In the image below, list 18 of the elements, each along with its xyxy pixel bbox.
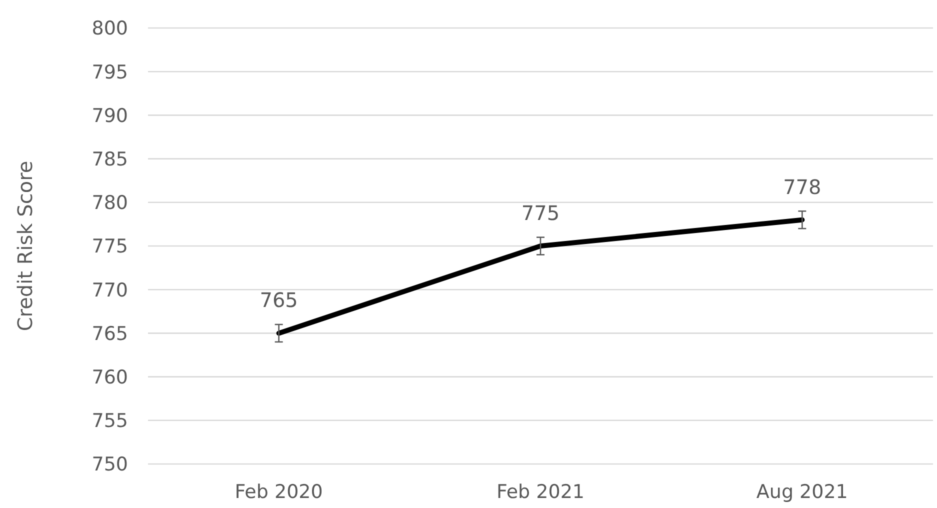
x-tick-label: Feb 2020 <box>234 481 323 503</box>
y-tick-label: 760 <box>92 366 128 388</box>
y-tick-label: 750 <box>92 454 128 476</box>
y-tick-label: 755 <box>92 410 128 432</box>
y-axis-title: Credit Risk Score <box>13 160 37 332</box>
y-tick-label: 775 <box>92 236 128 258</box>
y-tick-label: 790 <box>92 104 128 127</box>
x-tick-label: Aug 2021 <box>756 481 848 503</box>
y-tick-label: 765 <box>92 322 128 345</box>
y-tick-label: 780 <box>92 192 128 214</box>
y-tick-label: 785 <box>92 148 128 170</box>
y-tick-label: 770 <box>92 279 128 302</box>
data-label: 765 <box>260 288 298 312</box>
y-tick-label: 795 <box>92 61 128 84</box>
data-label: 778 <box>783 174 822 199</box>
y-tick-label: 800 <box>92 18 128 40</box>
data-label: 775 <box>521 201 560 225</box>
x-tick-label: Feb 2021 <box>496 481 585 503</box>
